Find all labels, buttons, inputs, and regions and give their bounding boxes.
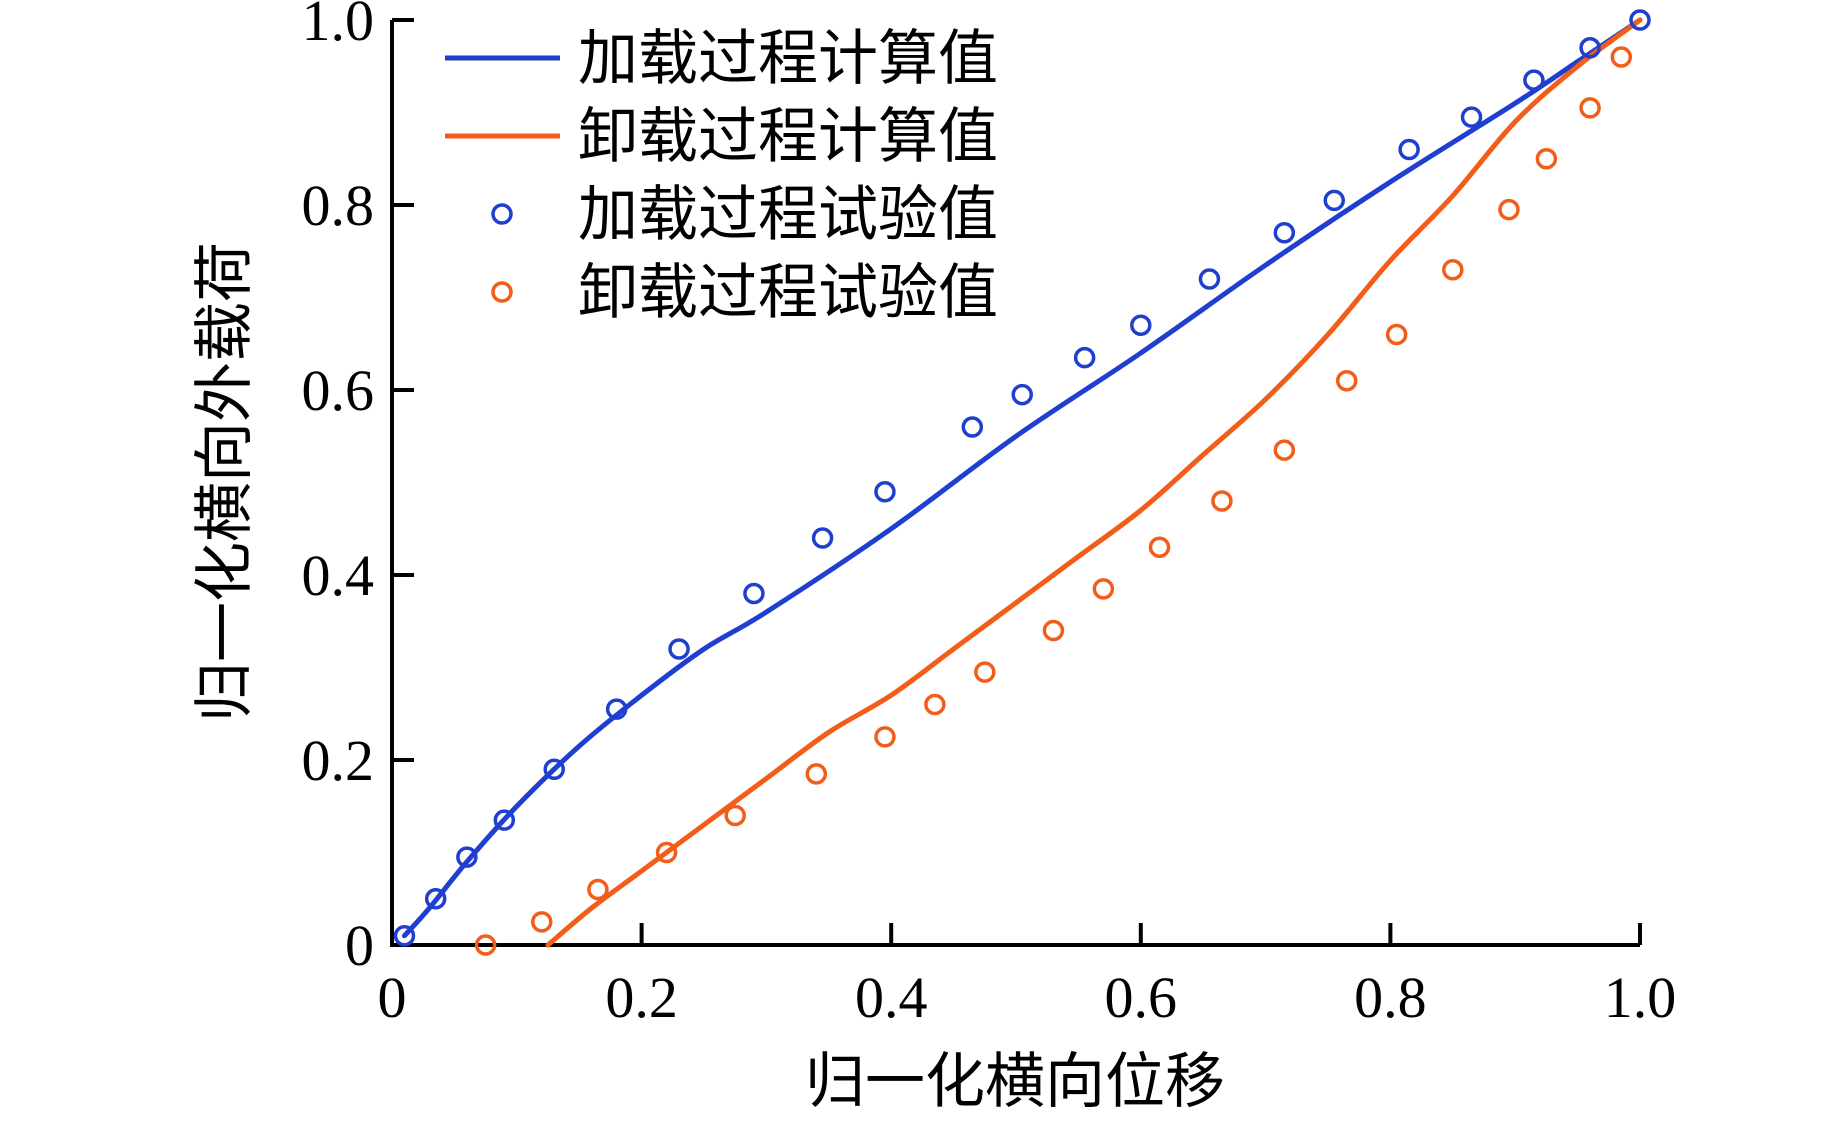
data-point: [587, 878, 609, 901]
series-points: [393, 9, 1651, 956]
data-point: [1273, 439, 1296, 461]
x-axis-ticks: 0 0.2 0.4 0.6 0.8 1.0: [378, 923, 1677, 1030]
data-point: [743, 582, 765, 605]
data-point: [668, 638, 690, 660]
legend-label: 卸载过程计算值: [578, 102, 998, 172]
x-tick-label: 0.4: [855, 965, 928, 1030]
series-line-0: [401, 17, 1643, 939]
data-point: [1211, 490, 1233, 512]
y-axis-ticks: 0 0.2 0.4 0.6 0.8 1.0: [302, 0, 414, 978]
series-line-1: [545, 17, 1643, 948]
data-point: [1130, 314, 1152, 336]
data-point: [724, 804, 746, 827]
data-point: [1460, 106, 1483, 128]
data-point: [1148, 536, 1171, 558]
data-point: [805, 763, 828, 785]
data-point: [393, 925, 416, 947]
legend-label: 加载过程试验值: [578, 180, 998, 250]
data-point: [1273, 222, 1296, 244]
x-tick-label: 0.8: [1354, 965, 1427, 1030]
legend-swatch-marker: [491, 203, 513, 225]
data-point: [543, 758, 565, 780]
y-tick-label: 0.4: [302, 543, 375, 608]
data-point: [1323, 189, 1345, 212]
y-tick-label: 0.2: [302, 728, 375, 793]
x-tick-label: 0.2: [605, 965, 678, 1030]
legend-swatch-marker: [491, 281, 513, 303]
data-point: [474, 934, 497, 956]
data-point: [1385, 323, 1408, 346]
y-axis-title: 归一化横向外载荷: [190, 242, 260, 722]
y-tick-label: 0: [345, 913, 374, 978]
data-point: [531, 911, 553, 933]
data-point: [924, 693, 946, 716]
data-point: [961, 416, 984, 438]
data-point: [1092, 578, 1115, 600]
y-tick-label: 1.0: [302, 0, 375, 53]
x-axis-title: 归一化横向位移: [805, 1047, 1225, 1117]
data-point: [1198, 268, 1221, 290]
data-point: [424, 888, 447, 910]
data-point: [1523, 69, 1545, 91]
data-point: [1610, 46, 1633, 68]
data-point: [1579, 97, 1601, 119]
data-point: [655, 841, 678, 864]
data-point: [456, 846, 478, 868]
data-point: [605, 698, 628, 720]
plot-area: 0 0.2 0.4 0.6 0.8 1.0 0 0.2 0.4 0.6 0.8 1.0: [302, 0, 1677, 1030]
y-tick-label: 0.6: [302, 358, 375, 423]
data-point: [974, 661, 996, 683]
legend-label: 卸载过程试验值: [578, 258, 998, 328]
x-tick-label: 0.6: [1105, 965, 1178, 1030]
series-lines: [401, 17, 1643, 948]
data-point: [874, 481, 896, 503]
data-point: [1335, 370, 1358, 392]
y-tick-label: 0.8: [302, 173, 375, 238]
x-tick-label: 0: [378, 965, 407, 1030]
data-point: [1442, 259, 1464, 281]
data-point: [1042, 619, 1065, 642]
legend-label: 加载过程计算值: [578, 24, 998, 94]
x-tick-label: 1.0: [1604, 965, 1677, 1030]
data-point: [1535, 148, 1558, 170]
data-point: [811, 527, 834, 549]
data-point: [1498, 198, 1520, 221]
data-point: [1579, 37, 1601, 59]
data-point: [1011, 383, 1033, 406]
data-point: [493, 809, 516, 831]
data-point: [1073, 346, 1096, 369]
data-point: [1398, 138, 1420, 161]
data-point: [874, 726, 896, 748]
data-point: [1629, 9, 1651, 31]
